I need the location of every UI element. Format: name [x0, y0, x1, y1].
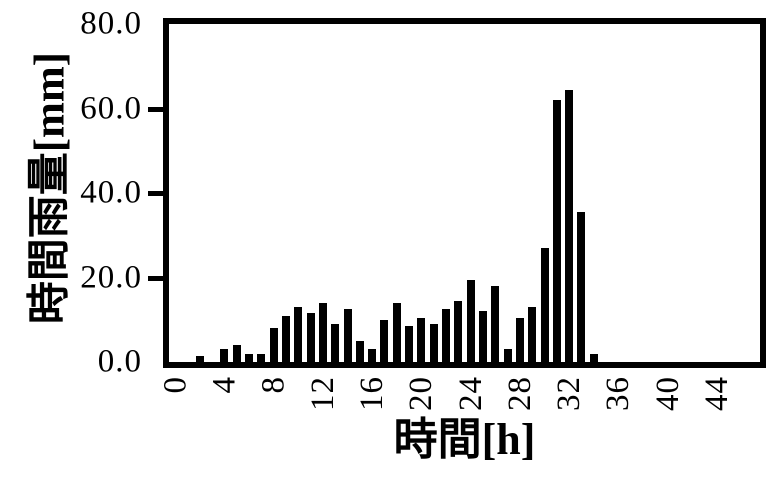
bar	[281, 315, 290, 362]
bar	[454, 300, 463, 362]
bar	[245, 353, 254, 362]
bar	[478, 311, 487, 362]
bar	[429, 323, 438, 362]
bar	[577, 212, 586, 362]
bar	[552, 100, 561, 362]
y-tick-mark	[148, 106, 163, 112]
x-tick-label: 24	[452, 376, 489, 411]
x-tick-label: 12	[304, 376, 341, 411]
bar	[380, 319, 389, 362]
bar	[355, 340, 364, 362]
y-tick-label: 60.0	[80, 90, 142, 126]
y-tick-label: 80.0	[80, 5, 142, 42]
bar	[220, 349, 229, 362]
bar	[368, 349, 377, 362]
y-tick-label: 40.0	[80, 174, 142, 211]
bar	[269, 328, 278, 362]
bar	[417, 317, 426, 362]
y-tick-label: 0.0	[97, 343, 142, 380]
bar	[528, 307, 537, 362]
bar	[294, 307, 303, 362]
x-tick-label: 40	[649, 376, 686, 411]
bar	[331, 323, 340, 362]
bar	[515, 317, 524, 362]
bar	[343, 309, 352, 362]
y-axis-title: 時間雨量[mm]	[26, 52, 73, 325]
bar	[318, 302, 327, 362]
x-tick-label: 0	[157, 376, 194, 394]
bars-layer	[169, 24, 760, 362]
bar	[405, 326, 414, 362]
y-tick-mark	[148, 191, 163, 196]
y-tick-mark	[148, 275, 163, 281]
x-tick-label: 44	[698, 376, 735, 411]
x-axis-title: 時間[h]	[393, 415, 536, 464]
bar	[491, 285, 500, 362]
bar	[589, 353, 598, 362]
bar	[466, 279, 475, 362]
x-tick-label: 8	[255, 376, 292, 394]
bar	[442, 309, 451, 362]
bar	[195, 355, 204, 362]
bar	[540, 247, 549, 362]
y-tick-label: 20.0	[80, 259, 142, 295]
x-tick-label: 20	[403, 376, 440, 411]
x-tick-label: 4	[206, 376, 243, 394]
bar	[503, 349, 512, 362]
x-tick-label: 36	[600, 376, 637, 411]
x-tick-label: 32	[551, 376, 588, 411]
bar	[232, 345, 241, 362]
plot-area	[163, 18, 766, 368]
x-tick-label: 28	[501, 376, 538, 411]
bar	[306, 313, 315, 362]
bar	[257, 353, 266, 362]
bar	[392, 302, 401, 362]
bar	[565, 89, 574, 362]
x-tick-label: 16	[354, 376, 391, 411]
